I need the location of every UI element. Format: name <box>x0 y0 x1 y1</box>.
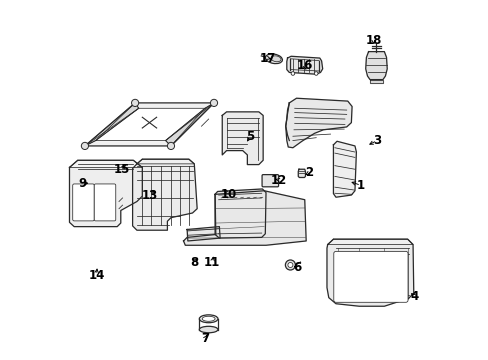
Polygon shape <box>298 169 305 177</box>
Polygon shape <box>132 159 197 230</box>
Polygon shape <box>285 98 351 148</box>
Ellipse shape <box>265 54 282 64</box>
Ellipse shape <box>199 326 218 333</box>
Polygon shape <box>187 226 220 241</box>
Polygon shape <box>369 80 382 83</box>
Polygon shape <box>365 51 386 80</box>
Ellipse shape <box>270 56 281 62</box>
Polygon shape <box>333 141 356 197</box>
Circle shape <box>287 262 292 267</box>
Circle shape <box>81 142 88 149</box>
Ellipse shape <box>199 315 218 323</box>
Polygon shape <box>85 103 214 146</box>
Text: 13: 13 <box>141 189 157 202</box>
FancyBboxPatch shape <box>333 251 407 302</box>
Polygon shape <box>183 191 305 245</box>
FancyBboxPatch shape <box>73 184 94 221</box>
Text: 5: 5 <box>245 130 253 144</box>
Polygon shape <box>85 103 139 146</box>
Polygon shape <box>137 159 194 164</box>
Polygon shape <box>165 103 214 146</box>
Text: 8: 8 <box>190 256 198 269</box>
Text: 9: 9 <box>78 177 86 190</box>
Circle shape <box>314 72 317 75</box>
Text: 18: 18 <box>365 33 381 47</box>
Text: 6: 6 <box>293 261 301 274</box>
Polygon shape <box>326 239 413 306</box>
Text: 11: 11 <box>203 256 220 269</box>
Text: 2: 2 <box>305 166 312 179</box>
Text: 1: 1 <box>356 179 365 192</box>
Text: 15: 15 <box>113 163 129 176</box>
Text: 4: 4 <box>410 290 418 303</box>
Ellipse shape <box>202 316 215 321</box>
Polygon shape <box>222 112 263 165</box>
Text: 10: 10 <box>220 188 236 201</box>
Polygon shape <box>96 108 204 140</box>
Polygon shape <box>327 239 412 244</box>
Circle shape <box>131 99 139 107</box>
Circle shape <box>290 72 294 75</box>
Circle shape <box>167 142 174 149</box>
FancyBboxPatch shape <box>262 175 278 187</box>
Text: 3: 3 <box>372 134 381 147</box>
Circle shape <box>210 99 217 107</box>
Polygon shape <box>286 56 322 74</box>
Polygon shape <box>69 160 142 226</box>
Text: 7: 7 <box>201 332 209 345</box>
Circle shape <box>285 260 295 270</box>
Polygon shape <box>69 160 142 167</box>
FancyBboxPatch shape <box>94 184 116 221</box>
Text: 17: 17 <box>259 51 275 64</box>
Text: 16: 16 <box>296 59 312 72</box>
Polygon shape <box>215 189 265 238</box>
Text: 12: 12 <box>270 174 286 186</box>
Text: 14: 14 <box>88 269 104 282</box>
